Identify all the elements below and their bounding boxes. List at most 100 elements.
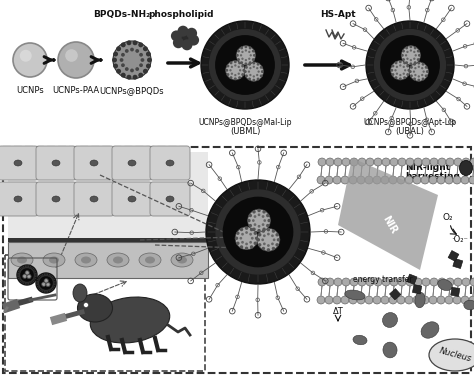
Circle shape	[127, 75, 131, 80]
Circle shape	[398, 278, 406, 286]
Ellipse shape	[52, 196, 60, 202]
Circle shape	[257, 229, 261, 232]
Circle shape	[262, 210, 266, 214]
Circle shape	[28, 278, 29, 279]
Circle shape	[325, 176, 333, 184]
Circle shape	[417, 62, 420, 65]
Circle shape	[261, 238, 264, 241]
Circle shape	[234, 64, 237, 67]
Circle shape	[417, 58, 419, 61]
Ellipse shape	[383, 312, 398, 327]
Circle shape	[252, 62, 255, 65]
Circle shape	[318, 158, 326, 166]
Circle shape	[437, 296, 445, 304]
Circle shape	[414, 61, 417, 64]
Text: O₂: O₂	[443, 214, 453, 223]
Circle shape	[334, 278, 342, 286]
Circle shape	[27, 274, 31, 279]
Circle shape	[215, 190, 301, 274]
Circle shape	[402, 58, 405, 61]
Circle shape	[333, 176, 341, 184]
Circle shape	[453, 176, 461, 184]
Circle shape	[374, 158, 382, 166]
Circle shape	[263, 243, 266, 245]
Ellipse shape	[464, 300, 474, 310]
Circle shape	[257, 70, 260, 73]
Circle shape	[240, 228, 243, 231]
Circle shape	[414, 67, 417, 69]
Circle shape	[121, 63, 125, 67]
Circle shape	[417, 50, 419, 53]
Circle shape	[240, 61, 243, 64]
Circle shape	[267, 228, 270, 232]
Circle shape	[139, 53, 143, 57]
Ellipse shape	[438, 279, 452, 291]
Ellipse shape	[90, 160, 98, 166]
Circle shape	[349, 296, 357, 304]
Circle shape	[422, 70, 425, 73]
Circle shape	[262, 229, 265, 233]
Bar	[448, 250, 459, 261]
Circle shape	[245, 59, 247, 61]
Circle shape	[245, 66, 248, 69]
Circle shape	[27, 278, 28, 279]
Text: (UBAL): (UBAL)	[396, 127, 424, 136]
Text: UCNPs-PAA: UCNPs-PAA	[53, 86, 100, 95]
Circle shape	[392, 65, 394, 67]
Bar	[8, 152, 208, 242]
Circle shape	[226, 61, 245, 80]
Circle shape	[421, 67, 423, 69]
Circle shape	[277, 238, 280, 241]
Circle shape	[470, 158, 474, 166]
Ellipse shape	[107, 253, 129, 267]
Text: ΔT: ΔT	[333, 308, 343, 317]
Circle shape	[399, 74, 401, 76]
Circle shape	[446, 278, 454, 286]
Circle shape	[245, 231, 248, 234]
Circle shape	[28, 274, 29, 275]
Text: ·O₂⁻: ·O₂⁻	[452, 235, 468, 244]
Ellipse shape	[73, 284, 87, 302]
Circle shape	[399, 77, 402, 80]
Circle shape	[401, 45, 420, 65]
Circle shape	[405, 47, 408, 49]
Circle shape	[266, 214, 270, 217]
Circle shape	[406, 278, 414, 286]
Circle shape	[413, 296, 421, 304]
Circle shape	[373, 296, 381, 304]
Circle shape	[326, 278, 334, 286]
Circle shape	[454, 278, 462, 286]
Circle shape	[260, 74, 263, 77]
Circle shape	[112, 58, 117, 62]
Circle shape	[430, 278, 438, 286]
Circle shape	[317, 176, 325, 184]
Circle shape	[249, 67, 252, 69]
Circle shape	[462, 278, 470, 286]
Circle shape	[409, 70, 412, 73]
Circle shape	[247, 219, 251, 222]
Circle shape	[394, 69, 397, 71]
Circle shape	[44, 279, 45, 280]
Text: UCNPs@BPQDs: UCNPs@BPQDs	[100, 86, 164, 95]
Circle shape	[342, 278, 350, 286]
Circle shape	[248, 224, 252, 227]
Circle shape	[389, 176, 397, 184]
Circle shape	[25, 271, 29, 275]
Circle shape	[38, 275, 54, 291]
Circle shape	[28, 271, 29, 272]
Circle shape	[418, 75, 420, 77]
Circle shape	[325, 296, 333, 304]
Circle shape	[239, 69, 241, 71]
FancyBboxPatch shape	[0, 182, 38, 216]
Circle shape	[143, 69, 148, 74]
Circle shape	[133, 40, 137, 45]
Ellipse shape	[166, 160, 174, 166]
Circle shape	[403, 76, 406, 79]
Circle shape	[237, 66, 240, 68]
Circle shape	[44, 280, 45, 281]
Circle shape	[248, 214, 252, 217]
Circle shape	[39, 276, 53, 290]
Circle shape	[410, 74, 413, 77]
Circle shape	[380, 35, 440, 95]
Circle shape	[49, 283, 50, 284]
